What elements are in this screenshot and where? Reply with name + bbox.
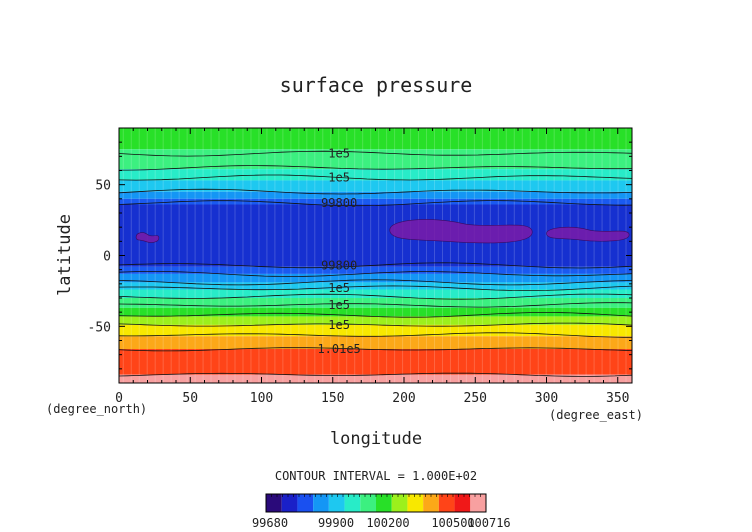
- y-tick-label: 0: [103, 250, 111, 265]
- contour-line-3: [118, 262, 633, 269]
- contour-band-2: [119, 169, 632, 181]
- contour-line-4: [118, 285, 633, 291]
- colorbar-label: 100716: [467, 516, 510, 530]
- contour-line-10: [118, 271, 633, 277]
- x-unit-label: (degree_east): [549, 408, 643, 422]
- x-tick-label: 300: [535, 391, 558, 406]
- contour-line-11: [118, 279, 633, 286]
- contour-band-11: [119, 298, 632, 308]
- contour-label-1: 1e5: [328, 171, 350, 185]
- contour-line-15: [118, 372, 633, 377]
- y-tick-label: 50: [95, 179, 111, 194]
- contour-band-12: [119, 307, 632, 317]
- colorbar-swatch: [391, 494, 408, 512]
- contour-label-7: 1.01e5: [317, 342, 360, 356]
- contour-label-3: 99800: [321, 258, 357, 272]
- contour-band-8: [119, 273, 632, 283]
- contour-band-6: [119, 204, 632, 267]
- colorbar-swatch: [344, 494, 361, 512]
- x-axis-label: longitude: [330, 429, 422, 449]
- contour-band-4: [119, 191, 632, 199]
- contour-label-4: 1e5: [328, 281, 350, 295]
- x-tick-label: 350: [606, 391, 629, 406]
- y-axis-label: latitude: [55, 214, 75, 296]
- contour-label-0: 1e5: [328, 147, 350, 161]
- contour-label-2: 99800: [321, 196, 357, 210]
- x-tick-label: 50: [182, 391, 198, 406]
- contour-band-3: [119, 180, 632, 192]
- colorbar-swatch: [328, 494, 345, 512]
- contour-line-1: [118, 174, 633, 181]
- colorbar-swatch: [360, 494, 376, 512]
- contour-band-14: [119, 324, 632, 337]
- contour-line-13: [118, 312, 633, 318]
- colorbar-swatch: [313, 494, 329, 512]
- contour-line-9: [118, 188, 633, 195]
- y-axis: -50 0 50: [88, 141, 632, 370]
- x-tick-label: 200: [392, 391, 415, 406]
- contour-line-8: [119, 165, 632, 171]
- x-tick-label: 0: [115, 391, 123, 406]
- contour-band-16: [119, 349, 632, 375]
- contour-line-14: [118, 332, 632, 338]
- contour-line-6: [118, 322, 633, 327]
- contour-band-13: [119, 316, 632, 325]
- low-pressure-region-1: [389, 219, 533, 244]
- contour-band-17: [119, 374, 632, 383]
- x-tick-label: 150: [321, 391, 344, 406]
- colorbar-label: 100500: [431, 516, 474, 530]
- colorbar-label: 99900: [318, 516, 354, 530]
- contour-band-15: [119, 336, 632, 349]
- y-tick-label: -50: [88, 320, 111, 335]
- x-tick-label: 250: [464, 391, 487, 406]
- contour-interval-note: CONTOUR INTERVAL = 1.000E+02: [275, 469, 477, 483]
- colorbar-swatch: [470, 494, 486, 512]
- contour-band-7: [119, 266, 632, 274]
- contour-line-0: [118, 150, 633, 157]
- contour-label-6: 1e5: [328, 318, 350, 332]
- colorbar-swatch: [266, 494, 282, 512]
- contour-band-5: [119, 198, 632, 205]
- colorbar-swatch: [454, 494, 471, 512]
- colorbar-swatch: [438, 494, 455, 512]
- colorbar-swatch: [297, 494, 314, 512]
- y-unit-label: (degree_north): [46, 402, 147, 416]
- colorbar-swatch: [423, 494, 439, 512]
- colorbar-frame: [265, 493, 487, 513]
- x-tick-label: 100: [250, 391, 273, 406]
- colorbar-swatch: [281, 494, 298, 512]
- colorbar-label: 100200: [366, 516, 409, 530]
- contour-line-5: [118, 302, 633, 308]
- plot-area: 1e5 1e5 99800 99800 1e5 1e5 1e5 1.01e5: [118, 127, 633, 384]
- low-pressure-region-0: [135, 232, 160, 243]
- contour-line-2: [118, 200, 633, 207]
- contour-label-5: 1e5: [328, 298, 350, 312]
- contour-line-7: [118, 347, 633, 352]
- contour-band-10: [119, 289, 632, 298]
- chart-title: surface pressure: [280, 73, 473, 97]
- contour-line-12: [118, 293, 633, 300]
- colorbar-swatch: [407, 494, 424, 512]
- x-axis: 0 50 100 150 200 250 300 350: [115, 128, 629, 406]
- low-pressure-region-2: [546, 226, 630, 242]
- colorbar-label: 99680: [252, 516, 288, 530]
- contour-band-0: [119, 128, 632, 150]
- colorbar-swatch: [376, 494, 392, 512]
